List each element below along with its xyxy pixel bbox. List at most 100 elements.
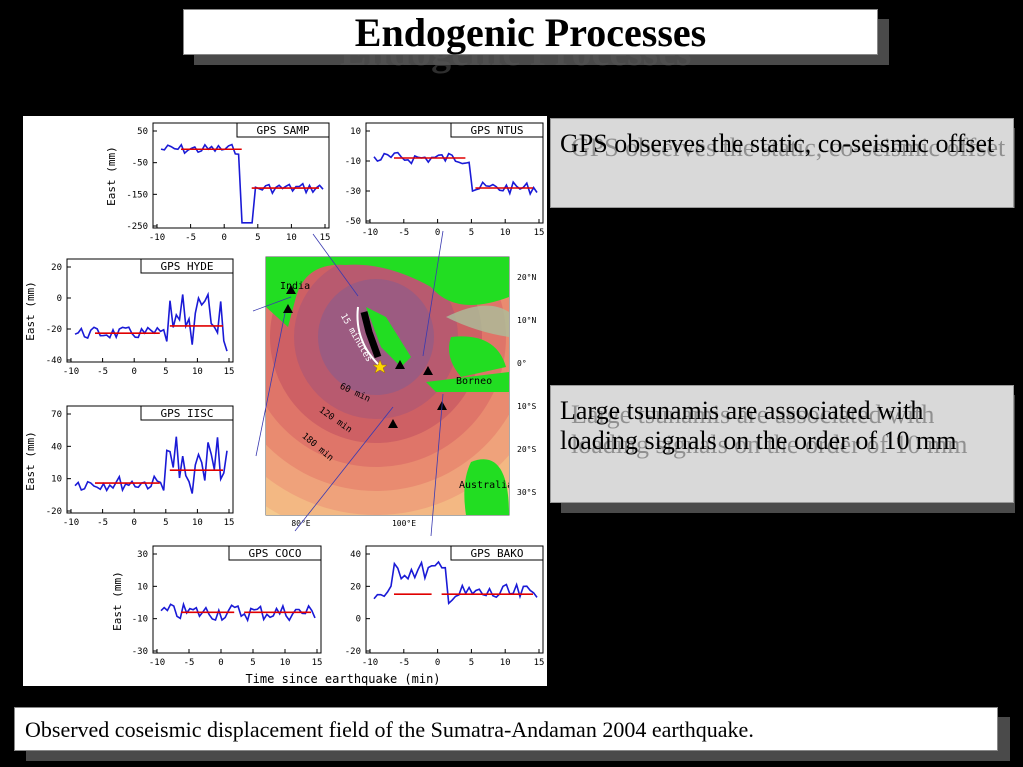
x-tick-label: -5 <box>97 367 108 377</box>
map-label-india: India <box>280 281 310 292</box>
x-tick-label: 10 <box>192 518 203 528</box>
y-tick-label: 10 <box>51 475 62 485</box>
plot-frame <box>365 122 544 224</box>
y-tick-label: -20 <box>46 325 62 335</box>
gps-station-icon <box>286 285 296 294</box>
latitude-label: 10°N <box>517 316 536 325</box>
x-tick-label: 10 <box>192 367 203 377</box>
x-tick-label: -10 <box>149 658 165 668</box>
x-tick-label: 5 <box>163 367 168 377</box>
x-tick-label: -10 <box>362 228 378 238</box>
gps-station-icon <box>395 360 405 369</box>
x-tick-label: 0 <box>435 658 440 668</box>
land-shaded <box>446 305 509 337</box>
x-tick-label: 0 <box>131 367 136 377</box>
y-tick-label: 40 <box>350 550 361 560</box>
y-tick-label: 0 <box>57 294 62 304</box>
station-label-box <box>228 545 322 561</box>
latitude-label: 20°S <box>517 445 536 454</box>
x-tick-label: 15 <box>224 367 235 377</box>
gps-station-icon <box>388 419 398 428</box>
y-tick-label: -50 <box>132 159 148 169</box>
station-label: GPS COCO <box>249 547 302 560</box>
station-label-box <box>450 545 544 561</box>
station-label: GPS BAKO <box>471 547 524 560</box>
station-connector <box>255 312 286 457</box>
station-connector <box>312 233 359 297</box>
plot-frame <box>365 545 544 654</box>
land-sumatra <box>366 307 411 367</box>
x-tick-label: 10 <box>500 228 511 238</box>
y-tick-label: -20 <box>46 507 62 517</box>
y-tick-label: 70 <box>51 410 62 420</box>
x-tick-label: 15 <box>320 233 331 243</box>
station-connector <box>294 406 394 532</box>
latitude-label: 30°S <box>517 488 536 497</box>
plot-frame <box>66 405 234 514</box>
displacement-series <box>160 143 324 224</box>
x-tick-label: -5 <box>398 228 409 238</box>
bullet-static-offset: GPS observes the static, co-seismic offs… <box>550 118 1014 208</box>
travel-time-contour <box>318 279 434 395</box>
y-tick-label: -150 <box>126 190 148 200</box>
rupture-zone <box>360 311 382 359</box>
station-connector <box>422 230 444 357</box>
x-tick-label: 10 <box>500 658 511 668</box>
y-axis-label: East (mm) <box>24 281 37 341</box>
x-tick-label: 15 <box>312 658 323 668</box>
plot-frame <box>152 545 322 654</box>
epicenter-star-icon <box>372 359 388 374</box>
x-tick-label: -10 <box>63 367 79 377</box>
station-connector <box>252 296 292 312</box>
latitude-label: 10°S <box>517 402 536 411</box>
bullet1-text: GPS observes the static, co-seismic offs… <box>560 129 995 158</box>
y-tick-label: 0 <box>356 615 361 625</box>
x-tick-label: -10 <box>149 233 165 243</box>
y-tick-label: -40 <box>46 356 62 366</box>
x-tick-label: 15 <box>534 658 545 668</box>
displacement-series <box>373 151 538 196</box>
x-tick-label: 5 <box>163 518 168 528</box>
15-min-front <box>356 306 382 368</box>
y-tick-label: 10 <box>137 582 148 592</box>
gps-panel-gps-iisc: GPS IISC -10 -5 0 5 10 15 70 40 10 -20 <box>46 405 235 528</box>
land-borneo <box>448 336 506 377</box>
latitude-label: 0° <box>517 359 527 368</box>
y-tick-label: -30 <box>132 647 148 657</box>
gps-station-icon <box>283 304 293 313</box>
station-label-box <box>140 405 234 421</box>
station-connector <box>430 393 444 537</box>
y-tick-label: -250 <box>126 222 148 232</box>
x-tick-label: -10 <box>63 518 79 528</box>
displacement-series <box>74 291 228 352</box>
x-tick-label: 5 <box>469 228 474 238</box>
land-australia <box>464 459 509 515</box>
x-tick-label: 5 <box>469 658 474 668</box>
y-axis-label: East (mm) <box>111 571 124 631</box>
station-label: GPS SAMP <box>257 124 310 137</box>
map-label-borneo: Borneo <box>456 376 492 387</box>
land-java <box>426 372 509 392</box>
plot-frame <box>66 258 234 363</box>
x-tick-label: 0 <box>218 658 223 668</box>
station-label-box <box>450 122 544 138</box>
bullet2-text: Large tsunamis are associated with loadi… <box>560 396 957 455</box>
y-tick-label: -10 <box>345 157 361 167</box>
x-tick-label: 0 <box>131 518 136 528</box>
x-tick-label: -10 <box>362 658 378 668</box>
x-tick-label: 5 <box>250 658 255 668</box>
x-tick-label: -5 <box>398 658 409 668</box>
slide-title: Endogenic Processes <box>183 9 878 55</box>
x-tick-label: 15 <box>224 518 235 528</box>
x-tick-label: 5 <box>255 233 260 243</box>
y-tick-label: -10 <box>132 615 148 625</box>
y-tick-label: 30 <box>137 550 148 560</box>
gps-panel-gps-bako: GPS BAKO -10 -5 0 5 10 15 40 20 0 -20 <box>345 545 545 668</box>
bullet-tsunami-loading: Large tsunamis are associated with loadi… <box>550 385 1014 503</box>
latitude-label: 20°N <box>517 273 536 282</box>
